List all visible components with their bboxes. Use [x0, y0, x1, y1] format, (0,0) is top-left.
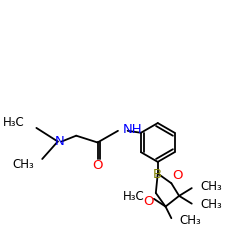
Text: O: O [92, 159, 103, 172]
Text: CH₃: CH₃ [179, 214, 201, 227]
Text: H₃C: H₃C [3, 116, 25, 128]
Text: H₃C: H₃C [122, 190, 144, 203]
Text: NH: NH [123, 123, 142, 136]
Text: O: O [172, 169, 183, 182]
Text: N: N [55, 135, 64, 148]
Text: CH₃: CH₃ [13, 158, 35, 171]
Text: O: O [144, 195, 154, 208]
Text: B: B [153, 168, 162, 181]
Text: CH₃: CH₃ [200, 180, 222, 193]
Text: CH₃: CH₃ [200, 198, 222, 211]
